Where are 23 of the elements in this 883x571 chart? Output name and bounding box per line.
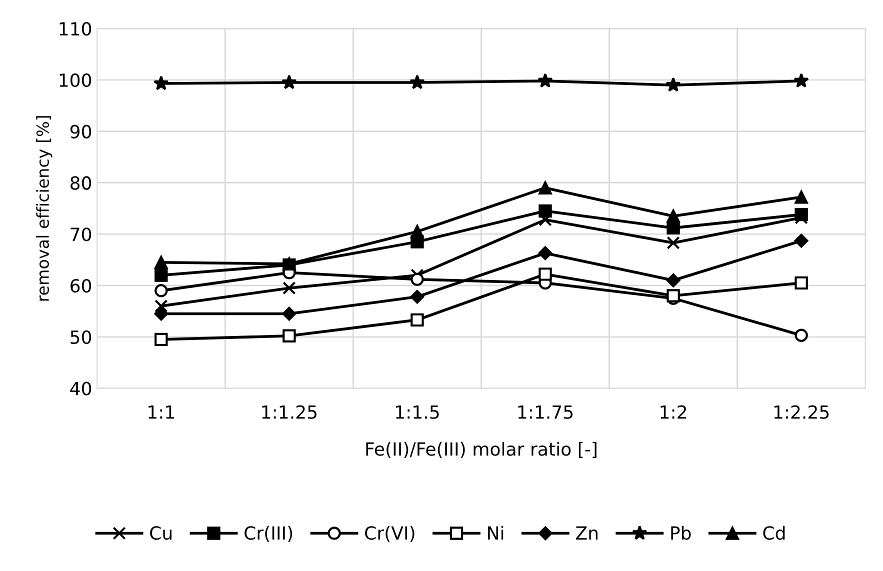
x-tick-label: 1:2.25 xyxy=(774,405,829,419)
y-tick-label: 100 xyxy=(60,73,92,88)
legend-label: Zn xyxy=(576,526,598,540)
x-tick-label: 1:1.25 xyxy=(262,405,316,419)
legend-label: Pb xyxy=(671,526,691,540)
legend-label: Cd xyxy=(763,526,785,540)
x-tick-label: 1:1.75 xyxy=(518,406,573,419)
y-tick-label: 50 xyxy=(70,330,92,344)
x-tick-label: 1:2 xyxy=(660,405,686,419)
legend-label: Cr(VI) xyxy=(365,526,414,542)
y-tick-label: 70 xyxy=(70,228,92,242)
legend-label: Cu xyxy=(150,526,172,540)
legend-label: Cr(III) xyxy=(244,526,292,542)
x-tick-label: 1:1.5 xyxy=(396,406,439,419)
y-tick-label: 40 xyxy=(70,382,92,396)
x-tick-label: 1:1 xyxy=(148,406,174,419)
y-tick-label: 60 xyxy=(70,278,92,293)
y-tick-label: 80 xyxy=(70,176,92,190)
legend-label: Ni xyxy=(488,526,504,540)
y-tick-label: 110 xyxy=(60,22,92,36)
y-axis-title: removal efficiency [%] xyxy=(36,116,52,301)
y-tick-label: 90 xyxy=(70,124,92,138)
x-axis-title: Fe(II)/Fe(III) molar ratio [-] xyxy=(366,442,596,458)
